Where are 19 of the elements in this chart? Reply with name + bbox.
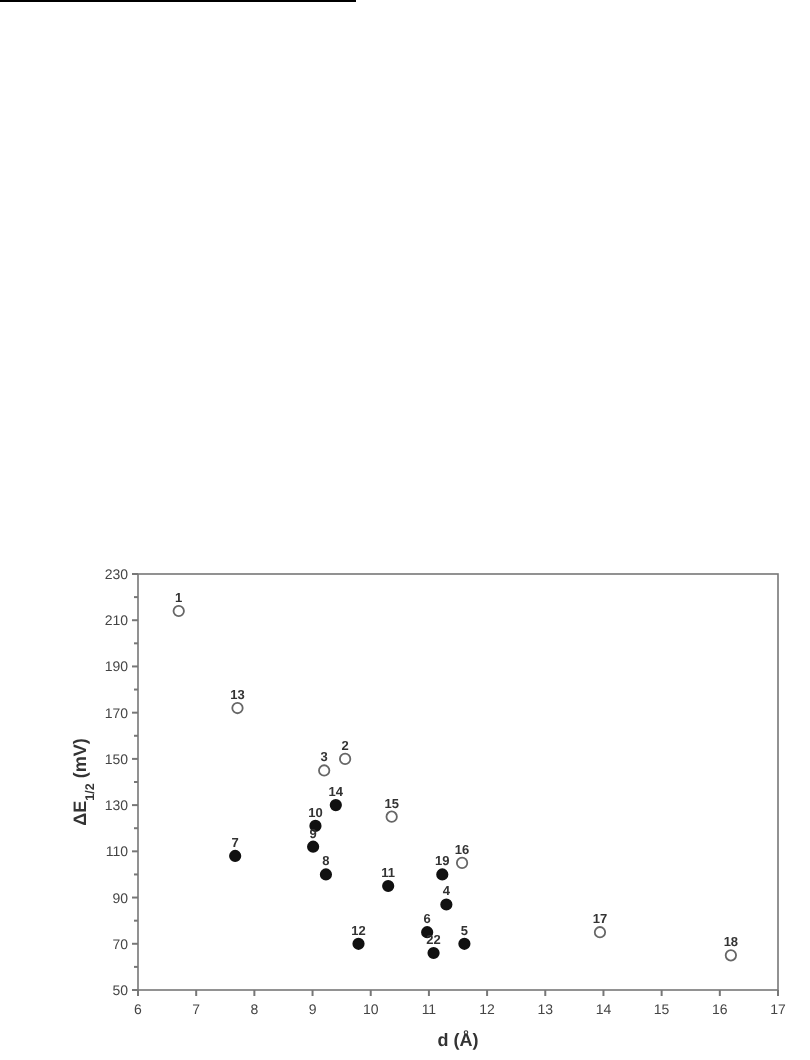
point — [172, 604, 185, 618]
point — [329, 799, 342, 812]
point — [339, 752, 352, 765]
point — [352, 937, 365, 950]
x-axis-title: d (Å) — [437, 1030, 479, 1050]
point — [318, 764, 331, 777]
point — [440, 898, 453, 911]
point — [319, 868, 333, 881]
point — [455, 856, 469, 869]
point — [229, 849, 242, 863]
point — [593, 926, 607, 939]
point — [724, 949, 737, 962]
point — [427, 946, 440, 960]
point — [458, 937, 471, 950]
point — [385, 810, 398, 823]
point — [436, 868, 449, 881]
point — [307, 840, 320, 853]
point — [231, 701, 244, 715]
point — [382, 879, 395, 893]
